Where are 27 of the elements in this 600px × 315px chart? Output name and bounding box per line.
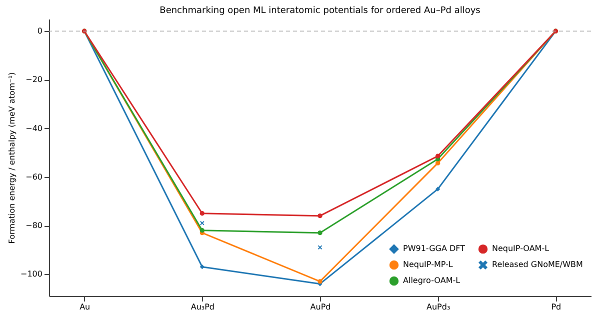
x-tick-label: AuPd <box>310 302 331 312</box>
x-tick-label: Pd <box>551 302 562 312</box>
y-tick-label: −60 <box>26 172 42 182</box>
chart-title: Benchmarking open ML interatomic potentials for ordered Au–Pd alloys <box>160 6 481 16</box>
point <box>435 186 440 192</box>
legend-label: Allegro-OAM-L <box>403 276 461 285</box>
point <box>318 230 322 236</box>
point <box>200 211 205 216</box>
point <box>200 264 205 270</box>
y-tick-label: −80 <box>26 221 42 230</box>
point <box>435 160 440 166</box>
legend-label: NequIP-OAM-L <box>492 244 550 254</box>
legend-label: PW91-GGA DFT <box>403 244 466 254</box>
point <box>435 154 440 158</box>
y-tick-label: −40 <box>26 124 42 133</box>
point <box>200 228 205 233</box>
x-tick-label: AuPd₃ <box>426 302 450 312</box>
legend-label: NequIP-MP-L <box>403 260 454 269</box>
y-axis-title: Formation energy / enthalpy (meV atom⁻¹) <box>8 72 17 244</box>
x-tick-label: Au₃Pd <box>190 302 214 312</box>
point <box>318 279 322 284</box>
y-tick-label: −20 <box>26 75 42 84</box>
point <box>318 213 322 218</box>
x-tick-label: Au <box>80 302 90 312</box>
y-tick-label: 0 <box>37 26 42 36</box>
y-tick-label: −100 <box>20 270 42 279</box>
legend-label: Released GNoME/WBM <box>492 260 584 269</box>
